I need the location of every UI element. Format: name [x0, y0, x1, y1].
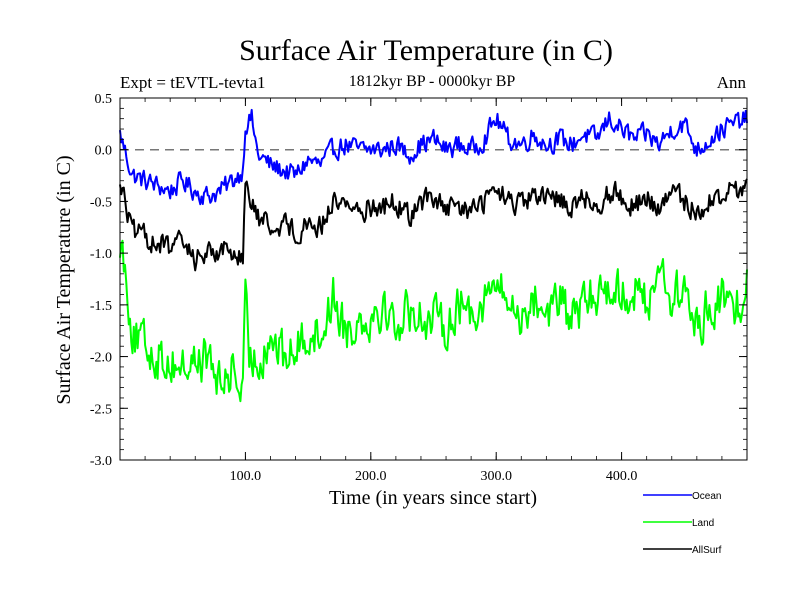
- legend-label-ocean: Ocean: [692, 491, 721, 502]
- y-tick-label: 0.5: [95, 92, 113, 107]
- y-tick-label: -2.5: [90, 402, 112, 417]
- legend: Ocean Land AllSurf: [643, 491, 722, 556]
- y-tick-label: -0.5: [90, 195, 112, 210]
- series-line-ocean: [119, 108, 748, 206]
- ticks-layer: 0.5 0.0 -0.5 -1.0 -1.5 -2.0 -2.5 -3.0 100.0 200.0…: [90, 92, 747, 484]
- series-line-land: [119, 239, 748, 403]
- series-line-allsurf: [119, 178, 748, 272]
- y-tick-label: 0.0: [95, 144, 113, 159]
- y-tick-label: -2.0: [90, 351, 112, 366]
- x-tick-label: 100.0: [230, 469, 262, 484]
- experiment-label: Expt = tEVTL-tevta1: [120, 73, 266, 92]
- plot-frame: [119, 97, 748, 461]
- x-axis-label: Time (in years since start): [329, 487, 537, 509]
- x-tick-label: 200.0: [355, 469, 387, 484]
- legend-label-allsurf: AllSurf: [692, 545, 722, 556]
- x-tick-label: 300.0: [480, 469, 512, 484]
- x-tick-label: 400.0: [606, 469, 638, 484]
- y-tick-label: -1.0: [90, 247, 112, 262]
- legend-label-land: Land: [692, 518, 714, 529]
- series-layer: [119, 108, 748, 403]
- season-label: Ann: [717, 73, 747, 92]
- chart-subtitle: 1812kyr BP - 0000kyr BP: [349, 73, 516, 90]
- y-axis-label: Surface Air Temperature (in C): [53, 155, 75, 404]
- y-tick-label: -3.0: [90, 454, 112, 469]
- y-tick-label: -1.5: [90, 299, 112, 314]
- chart-title: Surface Air Temperature (in C): [239, 34, 613, 67]
